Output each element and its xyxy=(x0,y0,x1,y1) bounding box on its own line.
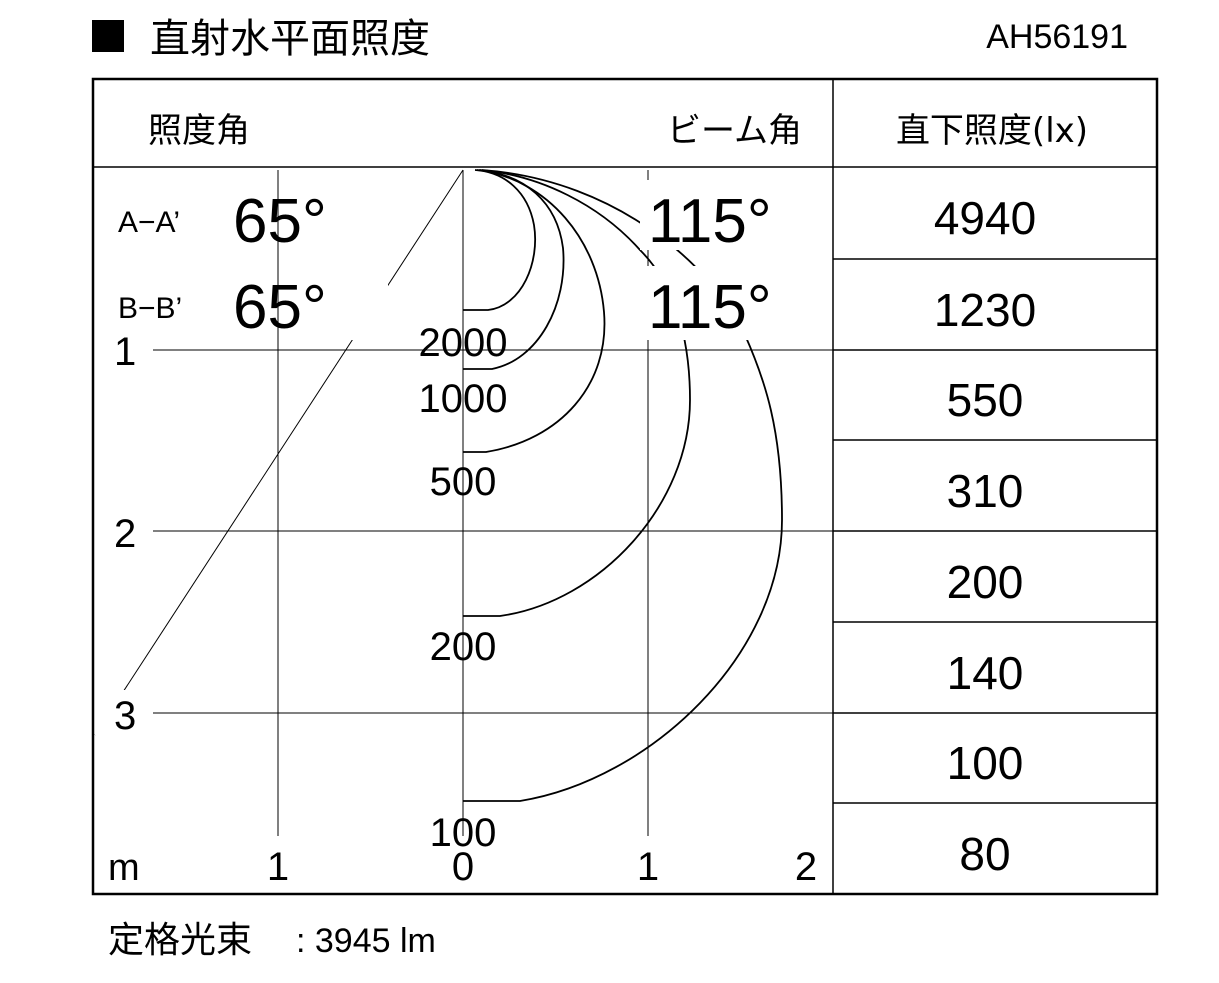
x-tick: 1 xyxy=(267,845,289,889)
header-illuminance-angle: 照度角 xyxy=(148,111,250,151)
contour-label: 1000 xyxy=(419,377,508,421)
table-cell: 100 xyxy=(947,737,1024,789)
rated-flux-label: 定格光束 xyxy=(108,920,252,961)
table-cell: 1230 xyxy=(934,284,1036,336)
y-tick: 2 xyxy=(114,512,136,556)
section-label-a: A−A’ xyxy=(118,206,180,239)
contour-2000 xyxy=(463,169,536,311)
beam-angle-line xyxy=(94,169,464,736)
contour-label: 500 xyxy=(430,460,497,504)
section-label-b: B−B’ xyxy=(118,292,182,325)
contour-labels: 2000 1000 500 200 100 xyxy=(419,321,508,855)
table-cell: 310 xyxy=(947,465,1024,517)
contour-100 xyxy=(463,169,783,802)
table-cell: 80 xyxy=(959,828,1010,880)
table-cell: 550 xyxy=(947,374,1024,426)
title-marker xyxy=(92,20,124,52)
table-cell: 140 xyxy=(947,647,1024,699)
beam-angle-a: 115° xyxy=(648,187,772,256)
x-tick: 2 xyxy=(795,845,817,889)
contour-label: 200 xyxy=(430,625,497,669)
illuminance-angle-b: 65° xyxy=(233,273,327,342)
contour-500 xyxy=(463,169,606,453)
y-axis-ticks: 1 2 3 xyxy=(114,330,136,738)
x-tick: 1 xyxy=(637,845,659,889)
direct-illuminance-column: 4940 1230 550 310 200 140 100 80 xyxy=(934,192,1036,880)
contour-200 xyxy=(463,169,691,617)
illuminance-angle-a: 65° xyxy=(233,187,327,256)
isolux-contours xyxy=(463,169,783,802)
model-number: AH56191 xyxy=(986,18,1128,56)
x-axis-unit: m xyxy=(108,847,140,889)
x-axis-ticks: 1 0 1 2 xyxy=(267,845,817,889)
label-masks xyxy=(95,180,790,735)
x-tick: 0 xyxy=(452,845,474,889)
frame xyxy=(91,77,1159,896)
diagram-title: 直射水平面照度 xyxy=(150,16,430,62)
y-tick: 3 xyxy=(114,694,136,738)
header-beam-angle: ビーム角 xyxy=(667,111,802,151)
table-row-lines xyxy=(833,258,1157,804)
rated-flux-value: : 3945 lm xyxy=(296,922,436,960)
header-direct-illuminance: 直下照度(lx) xyxy=(896,111,1088,151)
contour-label: 100 xyxy=(430,811,497,855)
beam-angle-b: 115° xyxy=(648,273,772,342)
contour-label: 2000 xyxy=(419,321,508,365)
y-tick: 1 xyxy=(114,330,136,374)
table-cell: 4940 xyxy=(934,192,1036,244)
table-cell: 200 xyxy=(947,556,1024,608)
